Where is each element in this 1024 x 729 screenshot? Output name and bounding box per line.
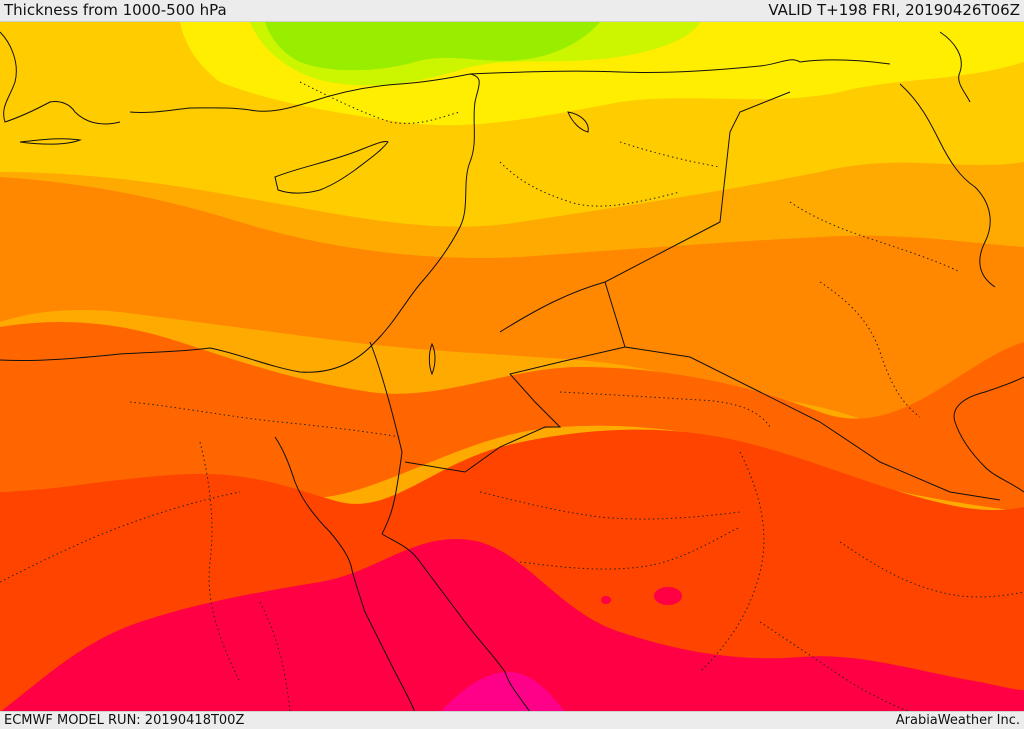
band-magenta: [440, 671, 565, 712]
band-crimson: [0, 538, 1024, 712]
red-sea-west-coast: [364, 611, 416, 712]
border-iraq-iran: [899, 83, 996, 288]
thickness-map: [0, 22, 1024, 712]
province-boundaries: [0, 81, 1024, 712]
band-crimson-spot: [601, 596, 611, 604]
band-dark-orange: [0, 322, 1024, 512]
map-title: Thickness from 1000-500 hPa: [4, 1, 227, 19]
valid-time: VALID T+198 FRI, 20190426T06Z: [768, 1, 1020, 19]
footer-bar: ECMWF MODEL RUN: 20190418T00Z ArabiaWeat…: [0, 711, 1024, 729]
border-syria-jordan: [499, 281, 606, 333]
boundary-line: [819, 281, 921, 418]
header-bar: Thickness from 1000-500 hPa VALID T+198 …: [0, 0, 1024, 22]
band-green: [265, 22, 600, 71]
boundary-line: [199, 441, 241, 683]
boundary-line: [259, 601, 291, 712]
crete-coast: [19, 138, 82, 145]
band-orange: [0, 177, 1024, 462]
credit: ArabiaWeather Inc.: [895, 713, 1020, 728]
persian-gulf-coast: [953, 376, 1024, 493]
border-saudi-iraq-kuwait: [624, 346, 1001, 501]
country-borders: [369, 83, 1001, 501]
boundary-line: [479, 491, 741, 520]
dead-sea: [428, 342, 436, 376]
map-svg: [0, 22, 1024, 712]
boundary-line: [759, 621, 911, 712]
boundary-line: [619, 141, 721, 168]
gulf-of-suez-coast: [274, 436, 366, 613]
boundary-line: [299, 81, 461, 124]
red-sea-east-coast: [381, 533, 531, 712]
boundary-line: [0, 491, 241, 583]
caspian-coast: [939, 31, 971, 103]
mediterranean-coast: [0, 73, 480, 373]
boundary-line: [499, 161, 681, 207]
cyprus-coast: [274, 141, 389, 194]
lake-assad: [567, 111, 589, 133]
model-run: ECMWF MODEL RUN: 20190418T00Z: [4, 713, 245, 728]
boundary-line: [519, 526, 741, 570]
boundary-line: [839, 541, 1024, 598]
band-crimson-spot: [654, 587, 682, 605]
boundary-line: [699, 451, 765, 673]
gulf-of-aqaba-coast: [381, 451, 403, 535]
coastlines: [0, 31, 1024, 712]
border-saudi-jordan-iraq: [404, 91, 791, 473]
anatolia-coast: [469, 59, 891, 75]
aegean-coast: [0, 31, 121, 125]
